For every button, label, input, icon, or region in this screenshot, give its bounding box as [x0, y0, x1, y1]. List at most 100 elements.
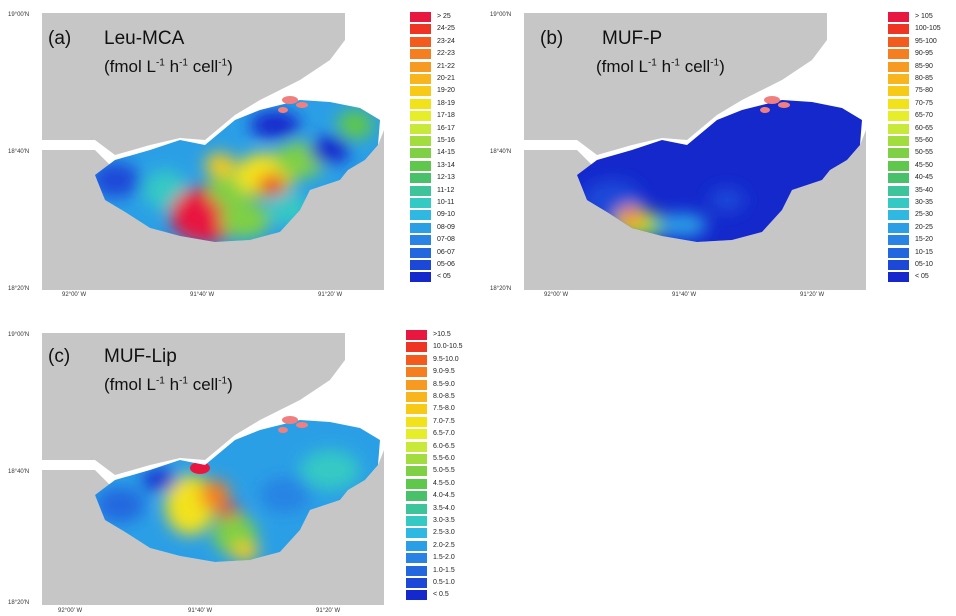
legend-swatch — [410, 74, 431, 84]
legend-swatch — [410, 49, 431, 60]
legend-swatch — [406, 478, 427, 489]
lat-mid-a: 18°40'N — [8, 149, 30, 155]
legend-label: < 05 — [915, 273, 929, 281]
legend-label: 10-15 — [915, 248, 933, 256]
legend-swatch — [406, 392, 427, 402]
legend-label: 9.0-9.5 — [433, 368, 455, 376]
lon-label-a-1: 92°00' W — [62, 292, 87, 298]
legend-label: 1.5-2.0 — [433, 554, 455, 562]
legend-label: 5.5-6.0 — [433, 455, 455, 462]
lon-label-c-1: 92°00' W — [58, 608, 83, 614]
legend-label: 8.0-8.5 — [433, 393, 455, 400]
legend-swatch — [410, 222, 431, 233]
legend-swatch — [406, 466, 427, 477]
legend-swatch — [406, 491, 427, 502]
lon-label-a-2: 91°40' W — [190, 292, 215, 298]
islands-a — [278, 96, 308, 113]
legend-swatch — [888, 247, 909, 258]
legend-label: 80-85 — [915, 75, 933, 82]
legend-label: < 0.5 — [433, 591, 449, 599]
legend-swatch — [410, 198, 431, 208]
lon-label-c-3: 91°20' W — [316, 608, 341, 614]
legend-label: 15-16 — [437, 137, 455, 144]
heatmap-a — [95, 100, 380, 242]
legend-swatch — [410, 272, 431, 283]
panel-unit-a: (fmol L-1 h-1 cell-1) — [104, 57, 233, 76]
panel-name-b: MUF-P — [602, 28, 663, 49]
legend-label: 2.5-3.0 — [433, 529, 455, 537]
panel-b: 19°00'N 18°40'N 18°20'N 92°00' W 91°40' … — [482, 0, 956, 300]
legend-swatch — [888, 98, 909, 109]
legend-swatch — [888, 185, 909, 196]
legend-label: 05-10 — [915, 261, 933, 268]
legend-swatch — [406, 516, 427, 526]
legend-swatch — [410, 24, 431, 35]
legend-swatch — [410, 260, 431, 270]
legend-label: 1.0-1.5 — [433, 566, 455, 574]
legend-label: 19-20 — [437, 87, 455, 95]
legend-label: 16-17 — [437, 124, 455, 132]
lon-label-b-1: 92°00' W — [544, 292, 569, 298]
legend-swatch — [406, 540, 427, 551]
panel-unit-b: (fmol L-1 h-1 cell-1) — [596, 57, 725, 76]
legend-label: 14-15 — [437, 149, 455, 157]
legend-swatch — [406, 429, 427, 440]
legend-label: 7.0-7.5 — [433, 417, 455, 425]
legend-label: 12-13 — [437, 174, 455, 182]
legend-swatch — [406, 342, 427, 353]
panel-letter-b: (b) — [540, 28, 564, 49]
legend-swatch — [888, 74, 909, 84]
legend-label: 15-20 — [915, 236, 933, 244]
legend-swatch — [410, 36, 431, 47]
legend-label: >10.5 — [433, 331, 451, 338]
legend-swatch — [888, 272, 909, 283]
legend-swatch — [410, 173, 431, 184]
lat-top-c: 19°00'N — [8, 332, 30, 338]
lat-mid-b: 18°40'N — [490, 149, 512, 155]
legend-swatch — [406, 441, 427, 452]
legend-swatch — [888, 198, 909, 208]
legend-label: 3.0-3.5 — [433, 517, 455, 524]
legend-swatch — [888, 260, 909, 270]
lat-top-a: 19°00'N — [8, 12, 30, 18]
legend-label: < 05 — [437, 273, 451, 281]
legend-label: 07-08 — [437, 236, 455, 244]
legend-swatch — [888, 86, 909, 97]
legend-label: 5.0-5.5 — [433, 467, 455, 475]
legend-swatch — [888, 111, 909, 122]
legend-label: 20-21 — [437, 75, 455, 82]
legend-swatch — [410, 235, 431, 246]
legend-label: 100-105 — [915, 25, 941, 33]
panel-name-a: Leu-MCA — [104, 28, 185, 49]
legend-label: 45-50 — [915, 161, 933, 169]
legend-swatch — [410, 12, 431, 22]
legend-label: 10-11 — [437, 199, 455, 206]
legend-label: 24-25 — [437, 25, 455, 33]
legend-label: 65-70 — [915, 112, 933, 120]
legend-swatch — [888, 49, 909, 60]
legend-label: 23-24 — [437, 37, 455, 45]
legend-label: 35-40 — [915, 186, 933, 194]
legend-label: 25-30 — [915, 211, 933, 219]
legend-swatch — [406, 590, 427, 601]
legend-swatch — [410, 185, 431, 196]
islands-c — [278, 416, 308, 433]
legend-swatch — [406, 379, 427, 390]
legend-label: 18-19 — [437, 99, 455, 107]
lat-bottom-b: 18°20'N — [490, 286, 512, 292]
legend-label: 10.0-10.5 — [433, 343, 463, 351]
legend-swatch — [888, 61, 909, 72]
legend-swatch — [406, 367, 427, 378]
legend-label: 4.0-4.5 — [433, 492, 455, 500]
legend-label: 20-25 — [915, 223, 933, 231]
map-c — [42, 333, 384, 605]
panel-letter-c: (c) — [48, 346, 71, 367]
legend-swatch — [410, 98, 431, 109]
legend-swatch — [406, 565, 427, 576]
legend-swatch — [406, 503, 427, 514]
legend-label: 8.5-9.0 — [433, 380, 455, 388]
legend-label: 40-45 — [915, 174, 933, 182]
legend-label: 13-14 — [437, 161, 455, 169]
legend-label: 08-09 — [437, 223, 455, 231]
lat-bottom-a: 18°20'N — [8, 286, 30, 292]
